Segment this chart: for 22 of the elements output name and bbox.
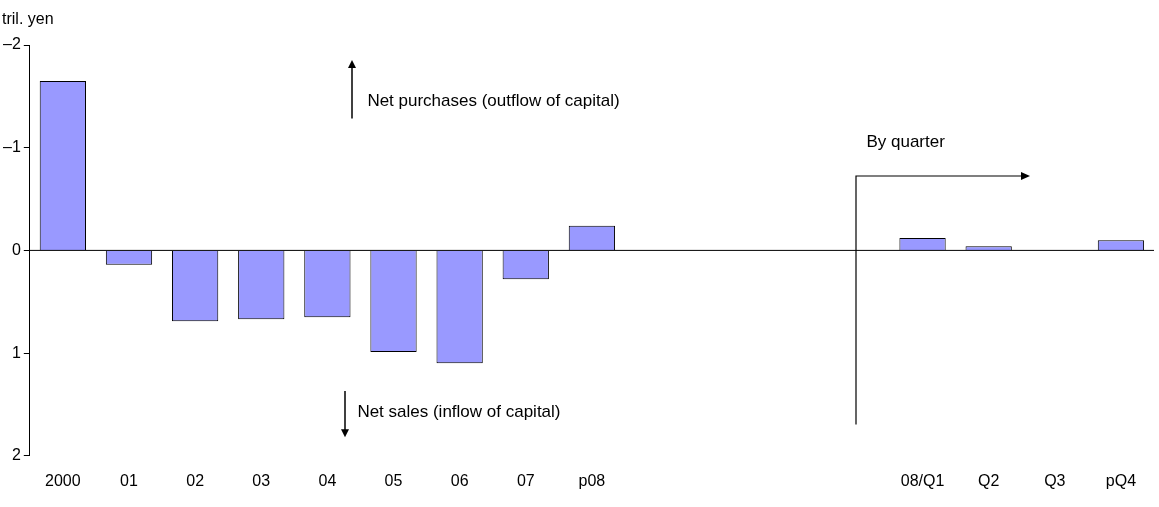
x-tick-label: 05 [384,471,403,489]
y-tick-label: 1 [11,343,21,361]
y-tick-label: 2 [11,446,21,464]
annotation: Net purchases (outflow of capital) [367,91,620,112]
x-tick-label: p08 [578,471,606,489]
x-tick-label: Q3 [1044,471,1066,489]
x-tick-label: 03 [252,471,271,489]
y-tick-label: 0 [11,240,21,258]
x-tick-label: 01 [120,471,138,489]
y-tick-label: –1 [3,138,21,156]
x-tick-label: 04 [318,471,337,489]
y-axis-title: tril. yen [2,10,54,28]
x-tick-label: 2000 [45,471,81,489]
x-tick-label: pQ4 [1105,471,1137,489]
annotation: Net sales (inflow of capital) [357,402,561,423]
x-tick-label: Q2 [978,471,1000,489]
y-tick-label: –2 [3,35,21,53]
x-tick-label: 08/Q1 [900,471,945,489]
annotation: By quarter [866,132,945,153]
x-tick-label: 07 [516,471,535,489]
x-tick-label: 02 [186,471,205,489]
x-tick-label: 06 [450,471,469,489]
